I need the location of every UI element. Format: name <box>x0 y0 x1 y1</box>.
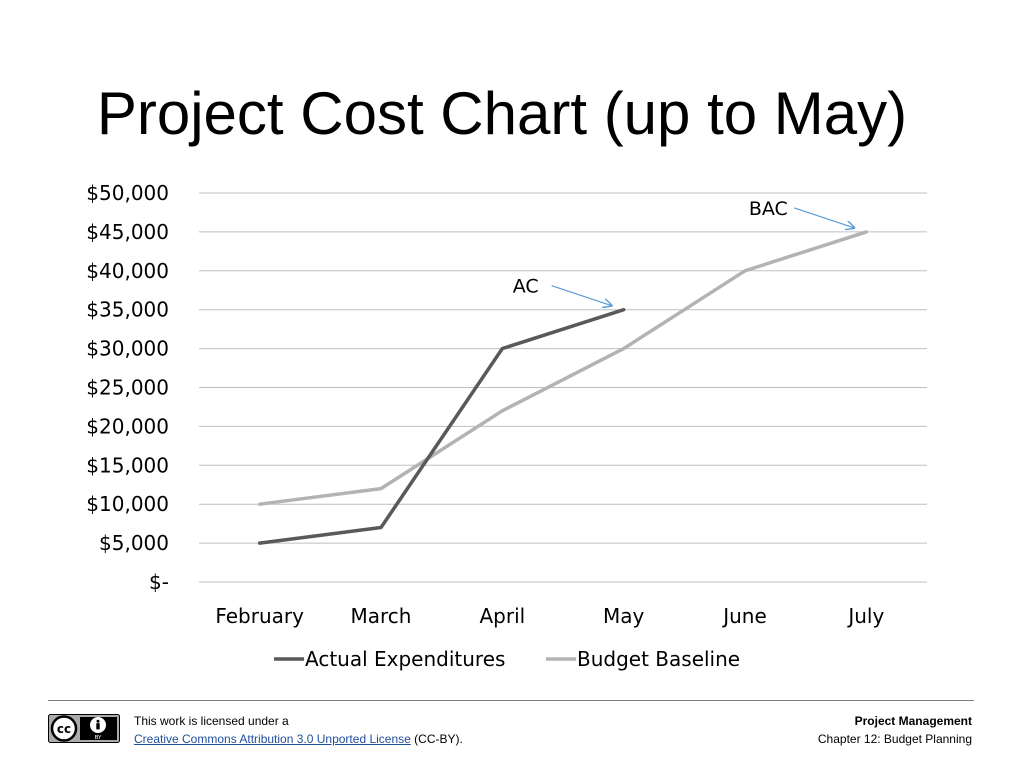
y-tick-label: $10,000 <box>86 492 169 516</box>
series-lines <box>257 230 869 545</box>
cc-icon <box>50 715 78 742</box>
legend-label: Budget Baseline <box>577 647 740 671</box>
y-tick-label: $5,000 <box>99 531 169 555</box>
footer-divider <box>48 700 974 701</box>
y-tick-label: $40,000 <box>86 259 169 283</box>
course-name: Project Management <box>854 714 972 728</box>
x-tick-label: April <box>479 604 525 628</box>
x-tick-label: July <box>846 604 884 628</box>
course-info: Project Management Chapter 12: Budget Pl… <box>818 712 972 748</box>
x-tick-label: May <box>603 604 645 628</box>
y-tick-label: $20,000 <box>86 414 169 438</box>
license-notice: This work is licensed under a Creative C… <box>134 712 463 748</box>
y-tick-label: $35,000 <box>86 298 169 322</box>
legend-label: Actual Expenditures <box>305 647 505 671</box>
legend: Actual Expenditures Budget Baseline <box>274 647 740 671</box>
y-tick-label: $- <box>149 570 169 594</box>
annotation-arrow <box>551 285 612 306</box>
license-suffix: (CC-BY). <box>414 732 463 746</box>
annotation-arrow <box>794 207 854 228</box>
cc-license-link[interactable]: Creative Commons Attribution 3.0 Unporte… <box>134 732 411 746</box>
annotation-label-ac: AC <box>513 276 539 298</box>
x-axis-tick-labels: February March April May June July <box>215 604 884 628</box>
x-tick-label: June <box>721 604 767 628</box>
annotation-label-bac: BAC <box>749 198 788 220</box>
x-tick-label: March <box>351 604 412 628</box>
project-cost-line-chart: $- $5,000 $10,000 $15,000 $20,000 $25,000 $30,… <box>86 181 927 671</box>
chapter-label: Chapter 12: Budget Planning <box>817 732 972 746</box>
y-tick-label: $45,000 <box>86 220 169 244</box>
y-tick-label: $30,000 <box>86 337 169 361</box>
slide-title: Project Cost Chart (up to May) <box>96 80 908 147</box>
y-tick-label: $50,000 <box>86 181 169 205</box>
series-line-budget-baseline <box>257 230 869 506</box>
cc-by-license-badge[interactable]: cc BY <box>48 714 120 743</box>
y-axis-tick-labels: $- $5,000 $10,000 $15,000 $20,000 $25,000 $30,… <box>86 181 169 594</box>
series-line-actual-expenditures <box>257 307 626 545</box>
license-prefix: This work is licensed under a <box>134 714 289 728</box>
y-tick-label: $15,000 <box>86 453 169 477</box>
y-tick-label: $25,000 <box>86 376 169 400</box>
gridlines <box>199 192 927 583</box>
annotations: AC BAC <box>513 198 855 306</box>
x-tick-label: February <box>215 604 304 628</box>
cc-badge-cc-text: cc <box>57 722 71 736</box>
cc-badge-by-text: BY <box>95 735 102 741</box>
